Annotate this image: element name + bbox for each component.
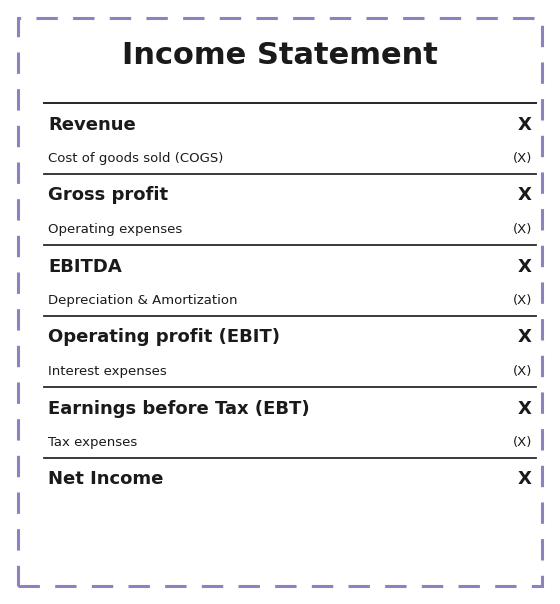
- Text: Operating profit (EBIT): Operating profit (EBIT): [48, 329, 280, 347]
- Text: Tax expenses: Tax expenses: [48, 436, 137, 449]
- Text: (X): (X): [512, 223, 532, 236]
- Text: Operating expenses: Operating expenses: [48, 223, 182, 236]
- Text: X: X: [518, 257, 532, 275]
- Text: Interest expenses: Interest expenses: [48, 365, 167, 378]
- Text: Income Statement: Income Statement: [122, 40, 438, 69]
- Text: Revenue: Revenue: [48, 115, 136, 133]
- Text: Cost of goods sold (COGS): Cost of goods sold (COGS): [48, 152, 223, 165]
- Text: EBITDA: EBITDA: [48, 257, 122, 275]
- Text: Gross profit: Gross profit: [48, 187, 168, 205]
- Text: (X): (X): [512, 294, 532, 307]
- FancyBboxPatch shape: [18, 18, 542, 586]
- Text: (X): (X): [512, 365, 532, 378]
- Text: (X): (X): [512, 152, 532, 165]
- Text: X: X: [518, 187, 532, 205]
- Text: Net Income: Net Income: [48, 471, 164, 489]
- Text: Earnings before Tax (EBT): Earnings before Tax (EBT): [48, 399, 310, 417]
- Text: X: X: [518, 329, 532, 347]
- Text: Depreciation & Amortization: Depreciation & Amortization: [48, 294, 237, 307]
- Text: X: X: [518, 471, 532, 489]
- Text: X: X: [518, 399, 532, 417]
- Text: X: X: [518, 115, 532, 133]
- Text: (X): (X): [512, 436, 532, 449]
